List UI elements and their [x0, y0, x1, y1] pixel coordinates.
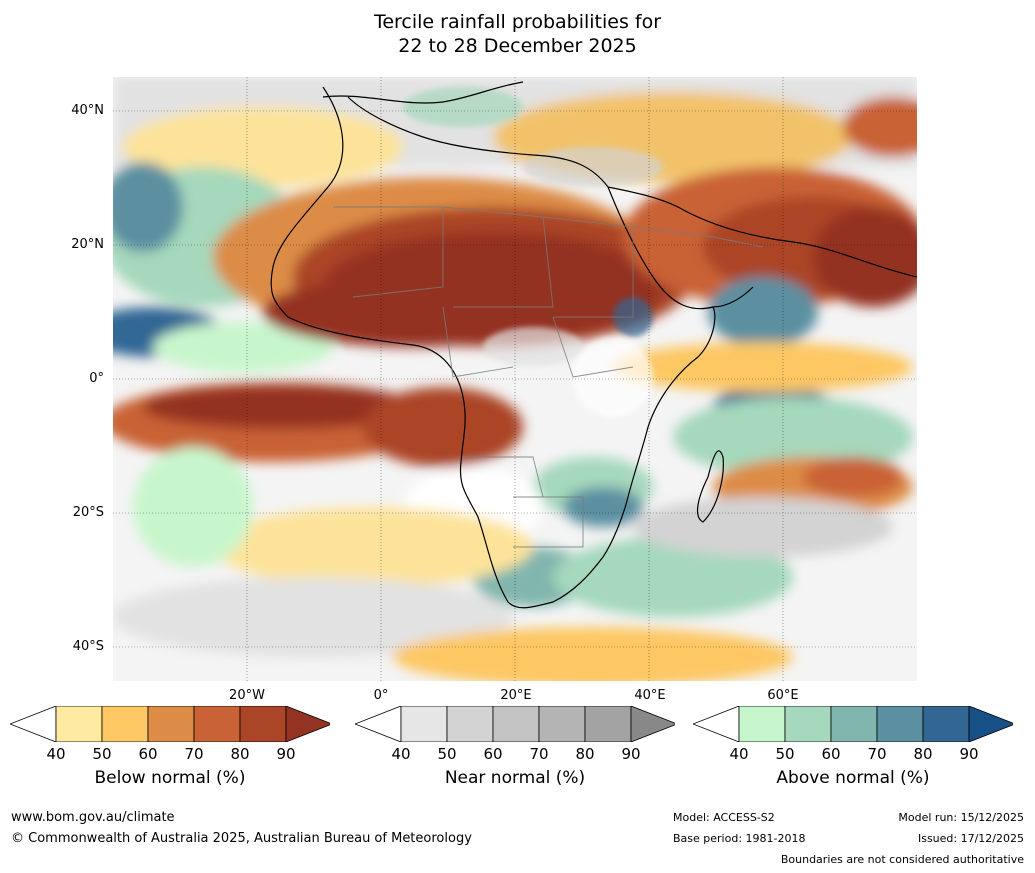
- colorbar-tick-label: 80: [575, 745, 595, 763]
- issued-text: Issued: 17/12/2025: [917, 832, 1024, 845]
- above-normal-label: Above normal (%): [776, 768, 930, 788]
- lon-label-40e: 40°E: [634, 688, 666, 703]
- colorbar-tick-label: 90: [276, 745, 296, 763]
- disclaimer-text: Boundaries are not considered authoritat…: [780, 853, 1024, 866]
- colorbar-left-arrow: [693, 706, 740, 742]
- below-normal-label: Below normal (%): [94, 768, 246, 788]
- colorbar-box: [830, 706, 878, 742]
- colorbar-box: [193, 706, 241, 742]
- colorbar-tick-label: 80: [230, 745, 250, 763]
- colorbar-tick-label: 90: [621, 745, 641, 763]
- colorbar-box: [446, 706, 494, 742]
- colorbar-left-arrow: [10, 706, 57, 742]
- colorbar-tick-label: 70: [529, 745, 549, 763]
- colorbar-box: [538, 706, 586, 742]
- colorbar-box: [784, 706, 832, 742]
- map-title-line1: Tercile rainfall probabilities for: [373, 11, 662, 33]
- colorbar-box: [584, 706, 632, 742]
- colorbar-box: [147, 706, 195, 742]
- lon-label-20e: 20°E: [500, 688, 532, 703]
- colorbar-right-arrow: [630, 706, 675, 742]
- colorbar-box: [876, 706, 924, 742]
- below-normal-colorbar: [10, 706, 330, 742]
- colorbar-tick-label: 50: [92, 745, 112, 763]
- colorbar-tick-label: 40: [391, 745, 411, 763]
- lon-label-0: 0°: [373, 688, 389, 703]
- colorbar-box: [55, 706, 103, 742]
- lat-label-20s: 20°S: [72, 505, 104, 520]
- colorbar-box: [239, 706, 287, 742]
- near-normal-colorbar: [355, 706, 675, 742]
- base-period-text: Base period: 1981-2018: [673, 832, 806, 845]
- colorbar-box: [492, 706, 540, 742]
- colorbar-tick-label: 60: [138, 745, 158, 763]
- model-run-text: Model run: 15/12/2025: [898, 811, 1024, 824]
- colorbar-box: [400, 706, 448, 742]
- colorbar-tick-label: 60: [483, 745, 503, 763]
- lon-label-60e: 60°E: [767, 688, 799, 703]
- colorbar-tick-label: 50: [775, 745, 795, 763]
- lat-label-40s: 40°S: [72, 639, 104, 654]
- colorbar-tick-label: 60: [821, 745, 841, 763]
- map-title-line2: 22 to 28 December 2025: [398, 35, 637, 57]
- above-normal-colorbar: [693, 706, 1013, 742]
- colorbar-box: [738, 706, 786, 742]
- lat-label-40n: 40°N: [71, 103, 104, 118]
- colorbar-tick-label: 40: [729, 745, 749, 763]
- colorbar-tick-label: 50: [437, 745, 457, 763]
- colorbar-box: [101, 706, 149, 742]
- lat-label-20n: 20°N: [71, 237, 104, 252]
- colorbar-tick-label: 80: [913, 745, 933, 763]
- colorbar-left-arrow: [355, 706, 402, 742]
- colorbar-tick-label: 90: [959, 745, 979, 763]
- colorbar-right-arrow: [968, 706, 1013, 742]
- coastline: [270, 81, 917, 609]
- rainfall-map: [113, 77, 917, 681]
- near-normal-label: Near normal (%): [444, 768, 586, 788]
- lon-label-20w: 20°W: [229, 688, 265, 703]
- model-text: Model: ACCESS-S2: [673, 811, 775, 824]
- copyright-text: © Commonwealth of Australia 2025, Austra…: [11, 831, 472, 846]
- colorbar-right-arrow: [285, 706, 330, 742]
- colorbar-box: [922, 706, 970, 742]
- colorbar-tick-label: 70: [184, 745, 204, 763]
- colorbar-tick-label: 70: [867, 745, 887, 763]
- rainfall-probability-field: [113, 77, 917, 681]
- colorbar-tick-label: 40: [46, 745, 66, 763]
- lat-label-equator: 0°: [89, 371, 104, 386]
- website-link[interactable]: www.bom.gov.au/climate: [11, 810, 175, 825]
